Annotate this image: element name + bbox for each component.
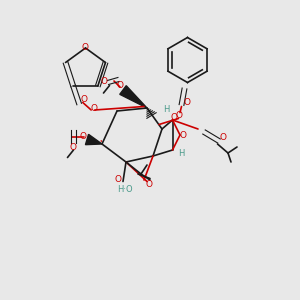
- Text: H: H: [178, 148, 185, 158]
- Text: O: O: [116, 81, 124, 90]
- Polygon shape: [85, 134, 102, 145]
- Text: O: O: [170, 112, 178, 122]
- Polygon shape: [120, 86, 147, 108]
- Text: O: O: [145, 180, 152, 189]
- Text: O: O: [175, 111, 182, 120]
- Text: O: O: [220, 134, 227, 142]
- Text: O: O: [179, 130, 187, 140]
- Text: O: O: [100, 76, 107, 85]
- Text: O: O: [70, 142, 77, 152]
- Text: O: O: [115, 176, 122, 184]
- Text: O: O: [80, 95, 87, 104]
- Text: O: O: [91, 104, 98, 113]
- Text: H·O: H·O: [117, 184, 132, 194]
- Text: O: O: [184, 98, 191, 107]
- Text: O: O: [82, 44, 89, 52]
- Text: O: O: [79, 132, 86, 141]
- Text: H: H: [163, 105, 170, 114]
